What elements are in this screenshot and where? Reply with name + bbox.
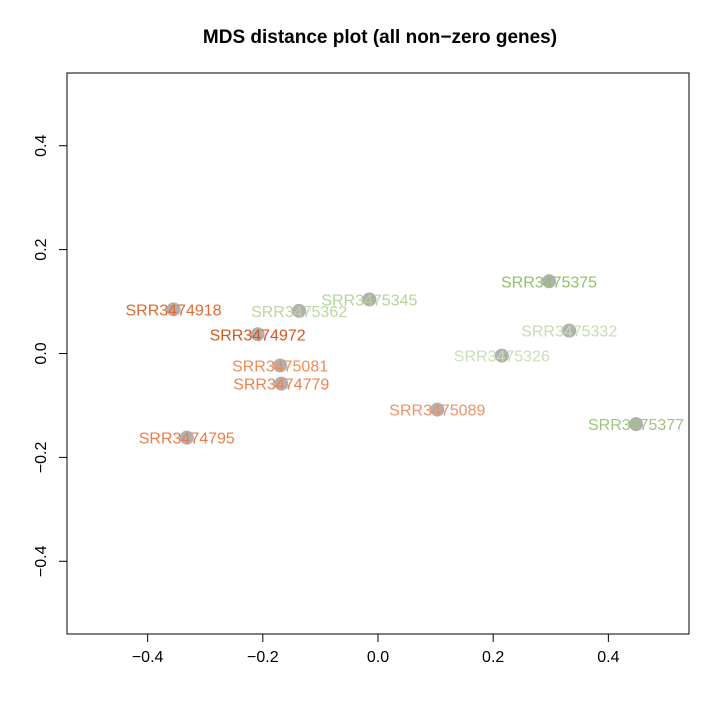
y-tick-label: −0.4 xyxy=(33,545,50,577)
data-point xyxy=(274,376,289,391)
point-labels-layer: SRR3474918 SRR3474972 SRR3475081 SRR3474779… xyxy=(126,274,685,447)
data-point xyxy=(273,358,288,373)
point-label: SRR3475345 xyxy=(321,292,417,309)
data-point xyxy=(179,430,194,445)
point-label: SRR3475375 xyxy=(501,274,597,291)
point-label: SRR3475362 xyxy=(251,304,347,321)
data-point xyxy=(430,402,445,417)
point-label: SRR3475377 xyxy=(588,417,684,434)
data-point xyxy=(494,348,509,363)
point-label: SRR3475332 xyxy=(521,324,617,341)
y-tick-label: 0.0 xyxy=(33,342,50,364)
data-point xyxy=(362,292,377,307)
data-point xyxy=(629,417,644,432)
y-tick-label: −0.2 xyxy=(33,441,50,473)
y-tick-label: 0.4 xyxy=(33,135,50,157)
point-label: SRR3475089 xyxy=(389,403,485,420)
y-axis: −0.4 −0.2 0.0 0.2 0.4 xyxy=(33,135,68,577)
x-tick-label: 0.2 xyxy=(482,649,504,666)
data-point xyxy=(292,303,307,318)
point-label: SRR3474795 xyxy=(139,431,235,448)
data-point xyxy=(562,323,577,338)
x-tick-label: 0.0 xyxy=(367,649,389,666)
x-tick-label: −0.2 xyxy=(247,649,279,666)
plot-frame xyxy=(66,72,690,635)
y-tick-label: 0.2 xyxy=(33,238,50,260)
point-label: SRR3475326 xyxy=(454,349,550,366)
data-point xyxy=(250,327,265,342)
point-label: SRR3475081 xyxy=(232,358,328,375)
point-label: SRR3474779 xyxy=(233,377,329,394)
x-tick-label: −0.4 xyxy=(132,649,164,666)
points-layer xyxy=(166,274,644,445)
data-point xyxy=(542,274,557,289)
chart-title: MDS distance plot (all non−zero genes) xyxy=(203,27,557,48)
point-label: SRR3474918 xyxy=(126,302,222,319)
x-axis: −0.4 −0.2 0.0 0.2 0.4 xyxy=(132,633,620,666)
point-label: SRR3474972 xyxy=(210,327,306,344)
x-tick-label: 0.4 xyxy=(597,649,619,666)
data-point xyxy=(166,302,181,317)
